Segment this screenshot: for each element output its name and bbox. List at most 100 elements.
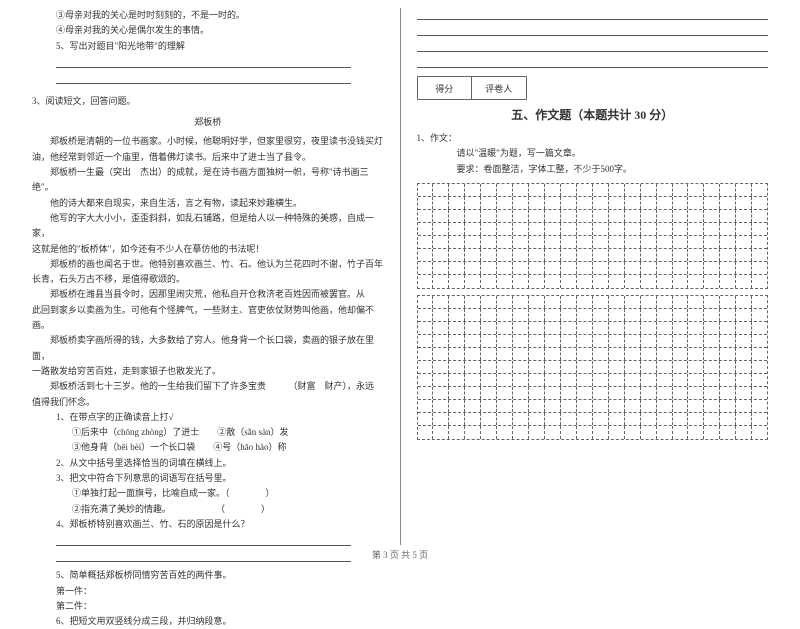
grid-cell[interactable] xyxy=(752,426,767,439)
grid-cell[interactable] xyxy=(433,262,449,274)
grid-cell[interactable] xyxy=(736,197,752,209)
grid-cell[interactable] xyxy=(688,210,704,222)
grid-cell[interactable] xyxy=(752,413,767,425)
grid-cell[interactable] xyxy=(481,335,497,347)
grid-cell[interactable] xyxy=(561,387,577,399)
grid-cell[interactable] xyxy=(449,210,465,222)
grid-cell[interactable] xyxy=(609,262,625,274)
grid-cell[interactable] xyxy=(545,210,561,222)
grid-cell[interactable] xyxy=(720,184,736,196)
grid-cell[interactable] xyxy=(673,236,689,248)
grid-cell[interactable] xyxy=(418,361,434,373)
grid-cell[interactable] xyxy=(752,387,767,399)
grid-cell[interactable] xyxy=(704,210,720,222)
grid-cell[interactable] xyxy=(418,322,434,334)
grid-cell[interactable] xyxy=(593,348,609,360)
grid-cell[interactable] xyxy=(545,361,561,373)
grid-cell[interactable] xyxy=(641,335,657,347)
grid-cell[interactable] xyxy=(673,374,689,386)
grid-cell[interactable] xyxy=(593,361,609,373)
grid-cell[interactable] xyxy=(609,249,625,261)
grid-cell[interactable] xyxy=(625,275,641,288)
grid-cell[interactable] xyxy=(465,387,481,399)
grid-cell[interactable] xyxy=(497,184,513,196)
grid-cell[interactable] xyxy=(481,400,497,412)
grid-cell[interactable] xyxy=(720,296,736,308)
grid-cell[interactable] xyxy=(513,400,529,412)
grid-cell[interactable] xyxy=(418,309,434,321)
grid-cell[interactable] xyxy=(481,387,497,399)
grid-cell[interactable] xyxy=(545,387,561,399)
grid-cell[interactable] xyxy=(704,223,720,235)
grid-cell[interactable] xyxy=(641,322,657,334)
grid-cell[interactable] xyxy=(433,236,449,248)
grid-cell[interactable] xyxy=(736,361,752,373)
grid-cell[interactable] xyxy=(449,322,465,334)
grid-cell[interactable] xyxy=(433,275,449,288)
grid-cell[interactable] xyxy=(561,262,577,274)
grid-cell[interactable] xyxy=(704,335,720,347)
grid-cell[interactable] xyxy=(577,236,593,248)
grid-cell[interactable] xyxy=(625,413,641,425)
grid-cell[interactable] xyxy=(497,223,513,235)
grid-cell[interactable] xyxy=(736,400,752,412)
grid-cell[interactable] xyxy=(657,296,673,308)
grid-cell[interactable] xyxy=(529,197,545,209)
grid-cell[interactable] xyxy=(720,400,736,412)
grid-cell[interactable] xyxy=(752,236,767,248)
grid-cell[interactable] xyxy=(545,322,561,334)
grid-cell[interactable] xyxy=(497,296,513,308)
grid-cell[interactable] xyxy=(593,335,609,347)
grid-cell[interactable] xyxy=(561,400,577,412)
grid-cell[interactable] xyxy=(657,210,673,222)
grid-cell[interactable] xyxy=(641,348,657,360)
grid-cell[interactable] xyxy=(625,262,641,274)
grid-cell[interactable] xyxy=(433,249,449,261)
grid-cell[interactable] xyxy=(449,413,465,425)
grid-cell[interactable] xyxy=(513,413,529,425)
grid-cell[interactable] xyxy=(720,223,736,235)
grid-cell[interactable] xyxy=(561,361,577,373)
grid-cell[interactable] xyxy=(545,184,561,196)
grid-cell[interactable] xyxy=(704,262,720,274)
grid-cell[interactable] xyxy=(641,426,657,439)
grid-cell[interactable] xyxy=(433,210,449,222)
grid-cell[interactable] xyxy=(418,249,434,261)
grid-cell[interactable] xyxy=(657,262,673,274)
grid-cell[interactable] xyxy=(625,400,641,412)
grid-cell[interactable] xyxy=(720,197,736,209)
blank-line[interactable] xyxy=(56,534,351,546)
grid-cell[interactable] xyxy=(433,335,449,347)
grid-cell[interactable] xyxy=(513,210,529,222)
grid-cell[interactable] xyxy=(609,236,625,248)
grid-cell[interactable] xyxy=(752,361,767,373)
grid-cell[interactable] xyxy=(720,374,736,386)
grid-cell[interactable] xyxy=(418,348,434,360)
grid-cell[interactable] xyxy=(752,210,767,222)
grid-cell[interactable] xyxy=(465,296,481,308)
grid-cell[interactable] xyxy=(673,223,689,235)
grid-cell[interactable] xyxy=(704,387,720,399)
grid-cell[interactable] xyxy=(433,361,449,373)
grid-cell[interactable] xyxy=(449,361,465,373)
grid-cell[interactable] xyxy=(704,426,720,439)
grid-cell[interactable] xyxy=(529,184,545,196)
grid-cell[interactable] xyxy=(465,374,481,386)
grid-cell[interactable] xyxy=(704,249,720,261)
grid-cell[interactable] xyxy=(593,426,609,439)
grid-cell[interactable] xyxy=(625,249,641,261)
grid-cell[interactable] xyxy=(497,374,513,386)
grid-cell[interactable] xyxy=(497,322,513,334)
grid-cell[interactable] xyxy=(577,275,593,288)
grid-cell[interactable] xyxy=(625,322,641,334)
grid-cell[interactable] xyxy=(736,335,752,347)
grid-cell[interactable] xyxy=(577,309,593,321)
grid-cell[interactable] xyxy=(593,296,609,308)
grid-cell[interactable] xyxy=(673,184,689,196)
grid-cell[interactable] xyxy=(513,296,529,308)
grid-cell[interactable] xyxy=(673,348,689,360)
grid-cell[interactable] xyxy=(529,275,545,288)
grid-cell[interactable] xyxy=(673,210,689,222)
grid-cell[interactable] xyxy=(609,210,625,222)
grid-cell[interactable] xyxy=(513,387,529,399)
